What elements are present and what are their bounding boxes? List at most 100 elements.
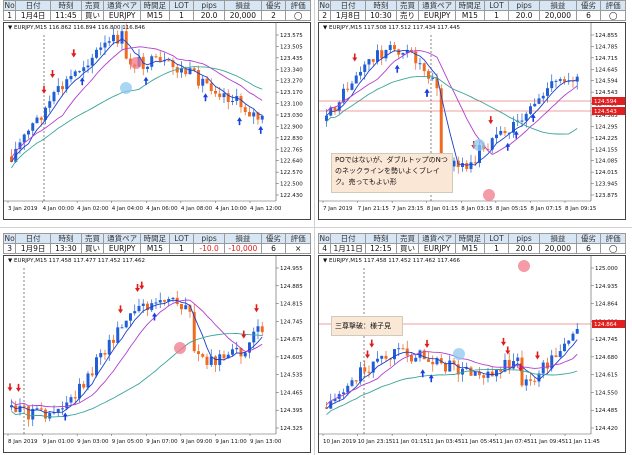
- value-cell: M15: [455, 10, 485, 21]
- candle: [376, 50, 379, 62]
- candle: [363, 64, 367, 72]
- header-cell: 通貨ペア: [418, 0, 457, 11]
- candle: [325, 407, 328, 409]
- candle: [192, 68, 196, 71]
- candle: [554, 80, 558, 82]
- candle: [461, 163, 464, 167]
- candle: [78, 383, 81, 399]
- candle: [397, 49, 401, 55]
- time-label: 9 Jan 11:00: [215, 439, 247, 445]
- value-cell: 1月8日: [330, 10, 367, 21]
- buy-arrow: [394, 64, 400, 73]
- header-cell: pips: [193, 233, 225, 244]
- buy-arrow: [428, 374, 434, 383]
- candle: [10, 405, 13, 408]
- candle: [184, 68, 188, 75]
- price-chart[interactable]: 124.855 124.785 124.715 124.645 124.594 124.5…: [318, 22, 626, 220]
- fast-ma-line: [326, 49, 578, 166]
- buy-arrow: [424, 88, 430, 97]
- price-label: 124.715: [595, 56, 618, 62]
- time-label: 11 Jan 11:45: [565, 439, 600, 445]
- candle: [197, 351, 200, 355]
- value-cell: 13:30: [50, 243, 82, 254]
- time-label: 8 Jan 09:15: [565, 206, 597, 212]
- header-cell: 通貨ペア: [418, 233, 457, 244]
- candle: [56, 86, 60, 93]
- candle: [541, 362, 545, 374]
- value-cell: 1月11日: [330, 243, 367, 254]
- price-label: 124.225: [595, 136, 618, 142]
- candle: [388, 45, 392, 50]
- price-label: 124.955: [280, 266, 303, 272]
- candle: [120, 327, 124, 329]
- buy-arrow: [513, 130, 519, 139]
- value-cell: ×: [285, 243, 311, 254]
- header-cell: 時間足: [455, 0, 485, 11]
- time-label: 4 Jan 12:00: [250, 206, 282, 212]
- value-cell: -10.0: [193, 243, 225, 254]
- time-label: 4 Jan 06:00: [146, 206, 178, 212]
- candle: [550, 81, 554, 89]
- header-cell: pips: [508, 233, 540, 244]
- candle: [243, 352, 247, 357]
- time-label: 10 Jan 23:15: [358, 439, 393, 445]
- header-cell: No: [2, 0, 17, 11]
- candle: [448, 360, 452, 372]
- candle: [209, 83, 213, 91]
- candle: [209, 356, 213, 365]
- sell-arrow: [254, 304, 259, 313]
- candle: [158, 300, 162, 303]
- candle: [410, 49, 413, 52]
- price-label: 124.295: [595, 124, 618, 130]
- time-label: 9 Jan 09:00: [181, 439, 213, 445]
- time-label: 7 Jan 21:15: [358, 206, 390, 212]
- value-cell: 10:30: [365, 10, 397, 21]
- candle: [218, 93, 222, 98]
- price-chart[interactable]: 123.575 123.505 123.435 123.340 123.270 123.1…: [3, 22, 311, 220]
- candle: [27, 130, 30, 135]
- candlestick-chart: 124.855 124.785 124.715 124.645 124.594 124.5…: [319, 23, 625, 212]
- price-label: 122.500: [280, 182, 303, 188]
- candle: [414, 357, 418, 362]
- price-chart[interactable]: 125.000124.935124.864124.810124.745124.6…: [318, 255, 626, 453]
- candle: [541, 95, 545, 99]
- price-label: 124.935: [595, 284, 618, 290]
- candle: [22, 134, 26, 143]
- candle: [154, 302, 158, 304]
- candle: [435, 77, 439, 89]
- candle: [473, 162, 477, 164]
- slow-ma-line: [11, 66, 263, 169]
- price-label: 124.745: [280, 319, 303, 325]
- price-chart[interactable]: 124.955 124.885 124.815 124.745 124.675 124.6…: [3, 255, 311, 453]
- candle: [65, 402, 69, 409]
- candle: [184, 305, 188, 310]
- value-cell: 20,000: [538, 243, 577, 254]
- time-label: 11 Jan 01:15: [392, 439, 427, 445]
- candle: [154, 56, 158, 58]
- candle: [452, 360, 456, 365]
- candle: [431, 361, 435, 365]
- price-label: 124.675: [280, 337, 303, 343]
- time-label: 9 Jan 01:00: [43, 439, 75, 445]
- candle: [260, 115, 264, 120]
- buy-arrow: [143, 76, 149, 85]
- candle: [439, 358, 443, 364]
- time-label: 4 Jan 02:00: [77, 206, 109, 212]
- candle: [231, 349, 234, 355]
- fast-ma-line: [326, 339, 578, 410]
- candle: [201, 354, 205, 357]
- candle: [214, 90, 217, 94]
- price-label: 124.535: [280, 373, 303, 379]
- candle: [439, 88, 443, 163]
- chart-info-bar: ▼ EURJPY,M15 117.458 117.452 117.462 117…: [323, 258, 460, 264]
- header-cell: 時間足: [455, 233, 485, 244]
- mid-ma-line: [326, 351, 578, 406]
- candle: [507, 132, 511, 134]
- price-label: 122.900: [280, 124, 303, 130]
- candle: [533, 103, 537, 107]
- candle: [546, 88, 549, 96]
- value-cell: 20.0: [508, 10, 540, 21]
- header-cell: 評価: [285, 0, 311, 11]
- candle: [107, 339, 111, 355]
- candle: [222, 93, 226, 98]
